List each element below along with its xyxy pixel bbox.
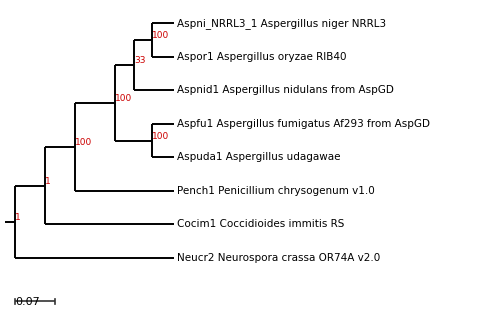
Text: Aspnid1 Aspergillus nidulans from AspGD: Aspnid1 Aspergillus nidulans from AspGD [177,85,394,95]
Text: Aspuda1 Aspergillus udagawae: Aspuda1 Aspergillus udagawae [177,152,341,162]
Text: Aspor1 Aspergillus oryzae RIB40: Aspor1 Aspergillus oryzae RIB40 [177,52,347,62]
Text: Aspfu1 Aspergillus fumigatus Af293 from AspGD: Aspfu1 Aspergillus fumigatus Af293 from … [177,119,430,129]
Text: 100: 100 [75,138,92,147]
Text: Aspni_NRRL3_1 Aspergillus niger NRRL3: Aspni_NRRL3_1 Aspergillus niger NRRL3 [177,18,386,29]
Text: 100: 100 [152,132,170,141]
Text: Pench1 Penicillium chrysogenum v1.0: Pench1 Penicillium chrysogenum v1.0 [177,186,375,196]
Text: Neucr2 Neurospora crassa OR74A v2.0: Neucr2 Neurospora crassa OR74A v2.0 [177,253,381,263]
Text: 1: 1 [45,176,51,186]
Text: 100: 100 [115,94,132,103]
Text: 1: 1 [15,213,21,222]
Text: 33: 33 [134,56,146,65]
Text: Cocim1 Coccidioides immitis RS: Cocim1 Coccidioides immitis RS [177,219,345,229]
Text: 100: 100 [152,31,170,40]
Text: 0.07: 0.07 [15,297,40,307]
